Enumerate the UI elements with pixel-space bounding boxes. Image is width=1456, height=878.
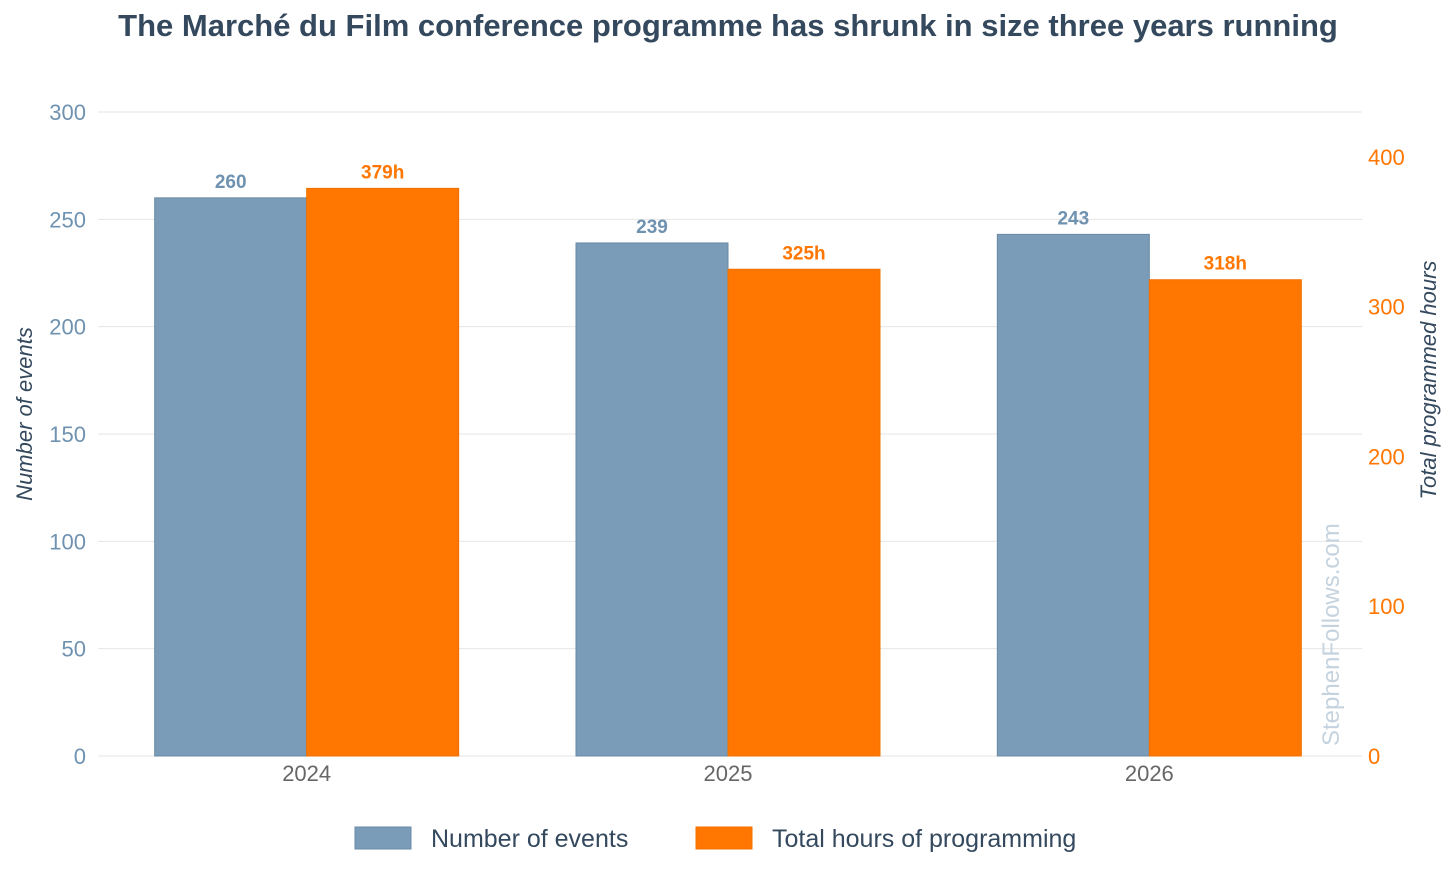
bar-events-2024[interactable] — [154, 197, 308, 757]
data-label-hours: 325h — [782, 243, 825, 264]
bar-events-2025[interactable] — [575, 242, 729, 757]
bar-hours-2025[interactable] — [727, 268, 881, 757]
left-tick-label: 250 — [49, 207, 86, 232]
x-tick-label: 2025 — [704, 761, 753, 786]
legend: Number of events Total hours of programm… — [354, 825, 1076, 853]
bars — [154, 187, 1302, 757]
data-label-events: 243 — [1057, 208, 1089, 229]
x-tick-label: 2024 — [282, 761, 331, 786]
left-tick-label: 300 — [49, 100, 86, 125]
right-tick-label: 300 — [1368, 295, 1405, 320]
left-tick-label: 200 — [49, 315, 86, 340]
right-axis-title: Total programmed hours — [1416, 261, 1441, 500]
bar-events-2026[interactable] — [996, 233, 1150, 757]
bar-hours-2024[interactable] — [306, 187, 460, 757]
x-tick-label: 2026 — [1125, 761, 1174, 786]
data-label-hours: 379h — [361, 162, 404, 183]
legend-swatch-hours — [695, 826, 753, 850]
right-axis: 0 100 200 300 400 — [1368, 145, 1405, 769]
data-label-hours: 318h — [1204, 254, 1247, 275]
data-label-events: 260 — [215, 172, 247, 193]
legend-item-hours[interactable]: Total hours of programming — [695, 825, 1076, 853]
right-tick-label: 100 — [1368, 594, 1405, 619]
data-label-events: 239 — [636, 217, 668, 238]
left-tick-label: 150 — [49, 422, 86, 447]
bar-hours-2026[interactable] — [1148, 279, 1302, 757]
left-tick-label: 50 — [62, 637, 86, 662]
left-tick-label: 100 — [49, 529, 86, 554]
legend-label-events: Number of events — [431, 825, 628, 853]
left-axis-title: Number of events — [12, 327, 37, 501]
data-labels: 260 379h 239 325h 243 318h — [215, 162, 1247, 274]
legend-label-hours: Total hours of programming — [772, 825, 1076, 853]
right-tick-label: 400 — [1368, 145, 1405, 170]
left-axis: 0 50 100 150 200 250 300 — [49, 100, 86, 769]
watermark-text: StephenFollows.com — [1318, 523, 1345, 746]
right-tick-label: 0 — [1368, 744, 1380, 769]
right-tick-label: 200 — [1368, 444, 1405, 469]
left-tick-label: 0 — [74, 744, 86, 769]
chart-title: The Marché du Film conference programme … — [118, 8, 1338, 43]
legend-item-events[interactable]: Number of events — [354, 825, 628, 853]
legend-swatch-events — [354, 826, 412, 850]
x-axis: 2024 2025 2026 — [282, 761, 1174, 786]
